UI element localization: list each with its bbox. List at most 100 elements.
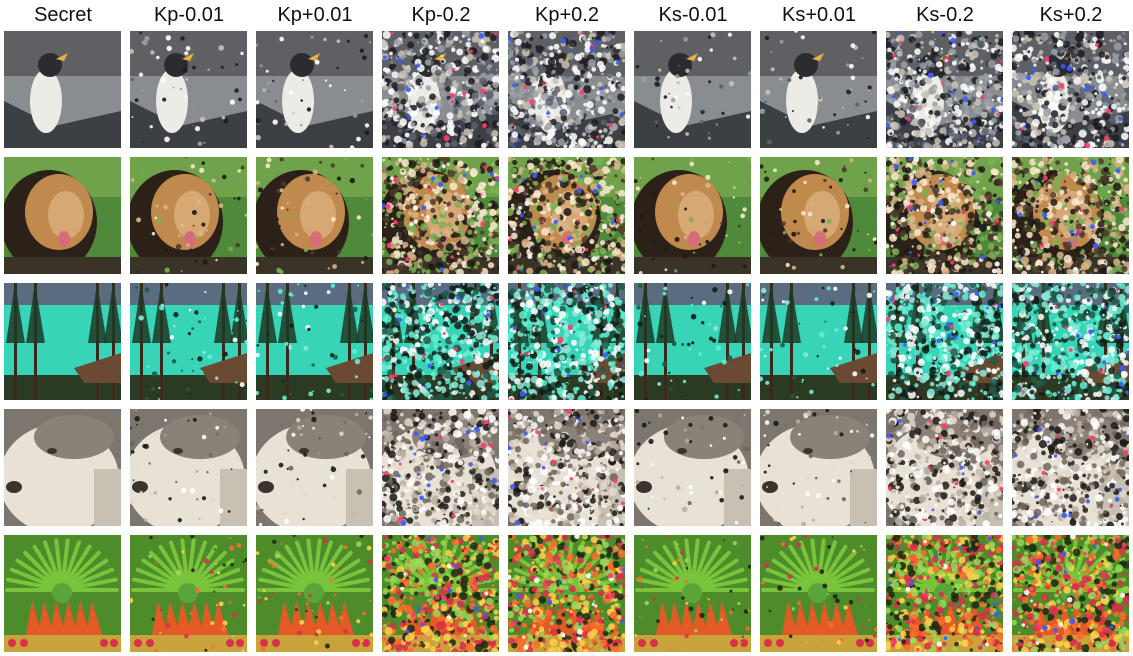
penguin-image-graphic [508, 31, 625, 148]
penguin-scene [4, 31, 121, 148]
noise-overlay [256, 31, 371, 148]
noise-overlay [886, 409, 1003, 526]
lion-scene [4, 157, 121, 274]
column-header-2: Kp+0.01 [277, 4, 353, 26]
penguin-image-3 [382, 31, 499, 148]
wolf-image-1 [130, 409, 247, 526]
noise-overlay [760, 158, 877, 270]
lion-image-1 [130, 157, 247, 274]
wolf-image-graphic [1012, 409, 1129, 526]
lake-image-graphic [130, 283, 247, 400]
noise-overlay [886, 283, 1003, 400]
lion-image-graphic [130, 157, 247, 274]
lake-image-graphic [1012, 283, 1129, 400]
flower-image-graphic [1012, 535, 1129, 652]
wolf-image-graphic [382, 409, 499, 526]
noise-overlay [256, 535, 373, 652]
noise-overlay [886, 31, 1003, 148]
lake-image-3 [382, 283, 499, 400]
flower-image-6 [760, 535, 877, 652]
penguin-scene [256, 31, 373, 148]
wolf-image-6 [760, 409, 877, 526]
column-header-5: Ks-0.01 [658, 4, 728, 26]
wolf-image-graphic [760, 409, 877, 526]
penguin-image-5 [634, 31, 751, 148]
noise-overlay [886, 535, 1003, 652]
noise-overlay [382, 409, 499, 526]
lion-image-graphic [382, 157, 499, 274]
lake-image-2 [256, 283, 373, 400]
lake-image-graphic [508, 283, 625, 400]
noise-overlay [763, 409, 875, 526]
penguin-scene [760, 31, 877, 148]
noise-overlay [508, 409, 625, 526]
penguin-image-6 [760, 31, 877, 148]
flower-image-graphic [508, 535, 625, 652]
noise-overlay [634, 535, 751, 651]
noise-overlay [130, 157, 247, 273]
lake-image-graphic [760, 283, 877, 400]
noise-overlay [508, 283, 625, 400]
wolf-scene [4, 409, 121, 526]
penguin-image-0 [4, 31, 121, 148]
column-header-6: Ks+0.01 [782, 4, 856, 26]
flower-image-0 [4, 535, 121, 652]
flower-image-2 [256, 535, 373, 652]
penguin-image-graphic [256, 31, 373, 148]
noise-overlay [508, 157, 625, 274]
lion-image-graphic [1012, 157, 1129, 274]
lion-image-7 [886, 157, 1003, 274]
penguin-image-1 [130, 31, 247, 148]
flower-scene [4, 535, 121, 652]
lion-image-6 [760, 157, 877, 274]
flower-image-graphic [382, 535, 499, 652]
penguin-image-8 [1012, 31, 1129, 148]
wolf-image-graphic [4, 409, 121, 526]
noise-overlay [135, 283, 247, 400]
noise-overlay [634, 409, 750, 526]
lion-image-0 [4, 157, 121, 274]
wolf-scene [634, 409, 751, 526]
column-header-4: Kp+0.2 [535, 4, 599, 26]
noise-overlay [130, 409, 233, 523]
noise-overlay [382, 283, 499, 400]
lake-image-0 [4, 283, 121, 400]
noise-overlay [760, 286, 875, 399]
penguin-image-4 [508, 31, 625, 148]
flower-image-7 [886, 535, 1003, 652]
noise-overlay [256, 409, 373, 526]
lake-scene [4, 283, 121, 400]
noise-overlay [1012, 283, 1129, 400]
lion-image-3 [382, 157, 499, 274]
wolf-image-graphic [508, 409, 625, 526]
wolf-image-7 [886, 409, 1003, 526]
flower-image-graphic [886, 535, 1003, 652]
wolf-image-0 [4, 409, 121, 526]
noise-overlay [886, 157, 1003, 274]
noise-overlay [1012, 409, 1129, 526]
lion-image-graphic [4, 157, 121, 274]
lion-image-4 [508, 157, 625, 274]
column-header-8: Ks+0.2 [1039, 4, 1103, 26]
flower-image-3 [382, 535, 499, 652]
wolf-image-3 [382, 409, 499, 526]
noise-overlay [635, 32, 751, 140]
lion-image-2 [256, 157, 373, 274]
flower-image-5 [634, 535, 751, 652]
penguin-image-2 [256, 31, 373, 148]
lion-image-5 [634, 157, 751, 274]
wolf-image-graphic [634, 409, 751, 526]
flower-scene [130, 535, 247, 652]
lion-image-8 [1012, 157, 1129, 274]
lake-image-graphic [256, 283, 373, 400]
lake-image-graphic [634, 283, 751, 400]
flower-image-graphic [634, 535, 751, 652]
wolf-image-4 [508, 409, 625, 526]
lion-image-graphic [508, 157, 625, 274]
flower-image-4 [508, 535, 625, 652]
lion-scene [130, 157, 247, 274]
penguin-image-graphic [130, 31, 247, 148]
noise-overlay [636, 283, 749, 400]
flower-image-graphic [130, 535, 247, 652]
noise-overlay [382, 157, 499, 274]
